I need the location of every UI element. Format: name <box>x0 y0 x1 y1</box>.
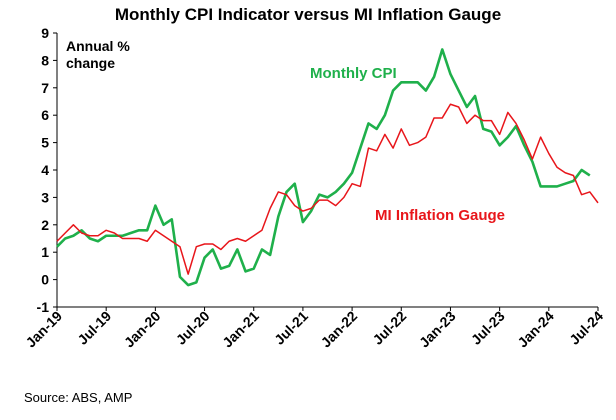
x-tick-label: Jan-24 <box>514 308 557 351</box>
source: Source: ABS, AMP <box>24 390 132 405</box>
y-tick-label: 8 <box>41 52 49 68</box>
x-tick-label: Jul-22 <box>369 308 409 348</box>
y-tick-label: 3 <box>41 189 49 205</box>
y-tick-label: 0 <box>41 272 49 288</box>
y-tick-label: 7 <box>41 80 49 96</box>
y-tick-label: -1 <box>37 299 50 315</box>
x-tick-label: Jan-20 <box>121 308 164 351</box>
x-tick-label: Jul-23 <box>468 308 508 348</box>
x-tick-label: Jan-21 <box>219 308 262 351</box>
y-axis-label: change <box>66 55 115 71</box>
x-tick-label: Jan-22 <box>318 308 361 351</box>
x-tick-label: Jul-19 <box>74 308 114 348</box>
series-line <box>56 103 599 275</box>
x-tick-label: Jan-23 <box>416 308 459 351</box>
series-label: Monthly CPI <box>310 65 397 82</box>
y-tick-label: 5 <box>41 135 49 151</box>
chart-title: Monthly CPI Indicator versus MI Inflatio… <box>115 5 501 24</box>
y-axis-label: Annual % <box>66 38 130 54</box>
y-tick-label: 6 <box>41 107 49 123</box>
x-tick-label: Jul-21 <box>271 308 311 348</box>
x-tick-label: Jul-20 <box>173 308 213 348</box>
y-tick-label: 4 <box>41 162 49 178</box>
series-label: MI Inflation Gauge <box>375 207 505 224</box>
y-tick-label: 9 <box>41 25 49 41</box>
x-tick-label: Jul-24 <box>566 308 606 348</box>
series-line <box>56 48 591 287</box>
y-tick-label: 1 <box>41 244 49 260</box>
y-tick-label: 2 <box>41 217 49 233</box>
